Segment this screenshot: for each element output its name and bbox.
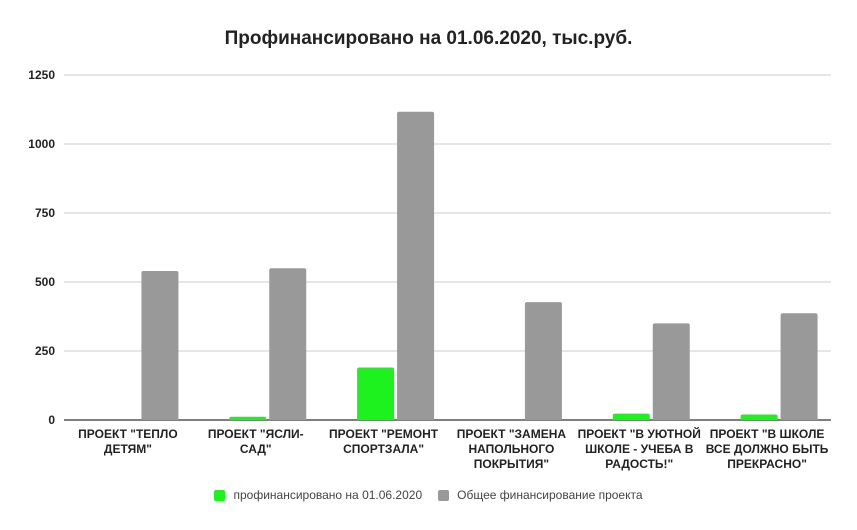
bar-funded (612, 413, 650, 420)
bar-total (652, 323, 690, 420)
x-category-label: ПРОЕКТ "ЗАМЕНА (457, 427, 567, 441)
y-tick-label: 1250 (28, 68, 55, 82)
y-tick-label: 250 (35, 344, 55, 358)
x-category-label: ШКОЛЕ - УЧЕБА В (585, 442, 694, 456)
legend-label-total: Общее финансирование проекта (457, 488, 643, 502)
legend-swatch-funded (214, 489, 226, 501)
x-category-label: НАПОЛЬНОГО (468, 442, 554, 456)
bar-total (397, 111, 435, 420)
x-category-label: ВСЕ ДОЛЖНО БЫТЬ (706, 442, 829, 456)
chart-title: Профинансировано на 01.06.2020, тыс.руб. (224, 28, 633, 49)
x-category-label: СПОРТЗАЛА" (343, 442, 424, 456)
x-category-label: ПРОЕКТ "В ШКОЛЕ (710, 427, 825, 441)
x-category-label: ПРОЕКТ "ТЕПЛО (78, 427, 178, 441)
bar-total (269, 268, 307, 420)
bar-funded (357, 367, 395, 420)
bar-funded (229, 416, 267, 420)
x-category-label: ПРОЕКТ "РЕМОНТ (329, 427, 439, 441)
bar-total (780, 313, 818, 420)
legend-item-total: Общее финансирование проекта (438, 488, 643, 502)
bar-funded (740, 414, 778, 420)
legend-swatch-total (438, 489, 450, 501)
x-category-label: ПРОЕКТ "В УЮТНОЙ (578, 426, 701, 441)
legend-label-funded: профинансировано на 01.06.2020 (233, 488, 423, 502)
x-category-label: ДЕТЯМ" (104, 442, 152, 456)
x-category-label: РАДОСТЬ!" (605, 457, 673, 471)
y-tick-label: 0 (48, 413, 55, 427)
legend-item-funded: профинансировано на 01.06.2020 (214, 488, 422, 502)
bar-total (524, 302, 562, 420)
x-category-label: ПОКРЫТИЯ" (474, 457, 549, 471)
chart-legend: профинансировано на 01.06.2020 Общее фин… (0, 488, 857, 502)
y-tick-label: 500 (35, 275, 55, 289)
bar-total (141, 270, 179, 420)
x-category-label: САД" (240, 442, 272, 456)
y-tick-label: 1000 (28, 137, 55, 151)
x-category-label: ПРЕКРАСНО" (727, 457, 807, 471)
x-category-label: ПРОЕКТ "ЯСЛИ- (208, 427, 304, 441)
y-tick-label: 750 (35, 206, 55, 220)
